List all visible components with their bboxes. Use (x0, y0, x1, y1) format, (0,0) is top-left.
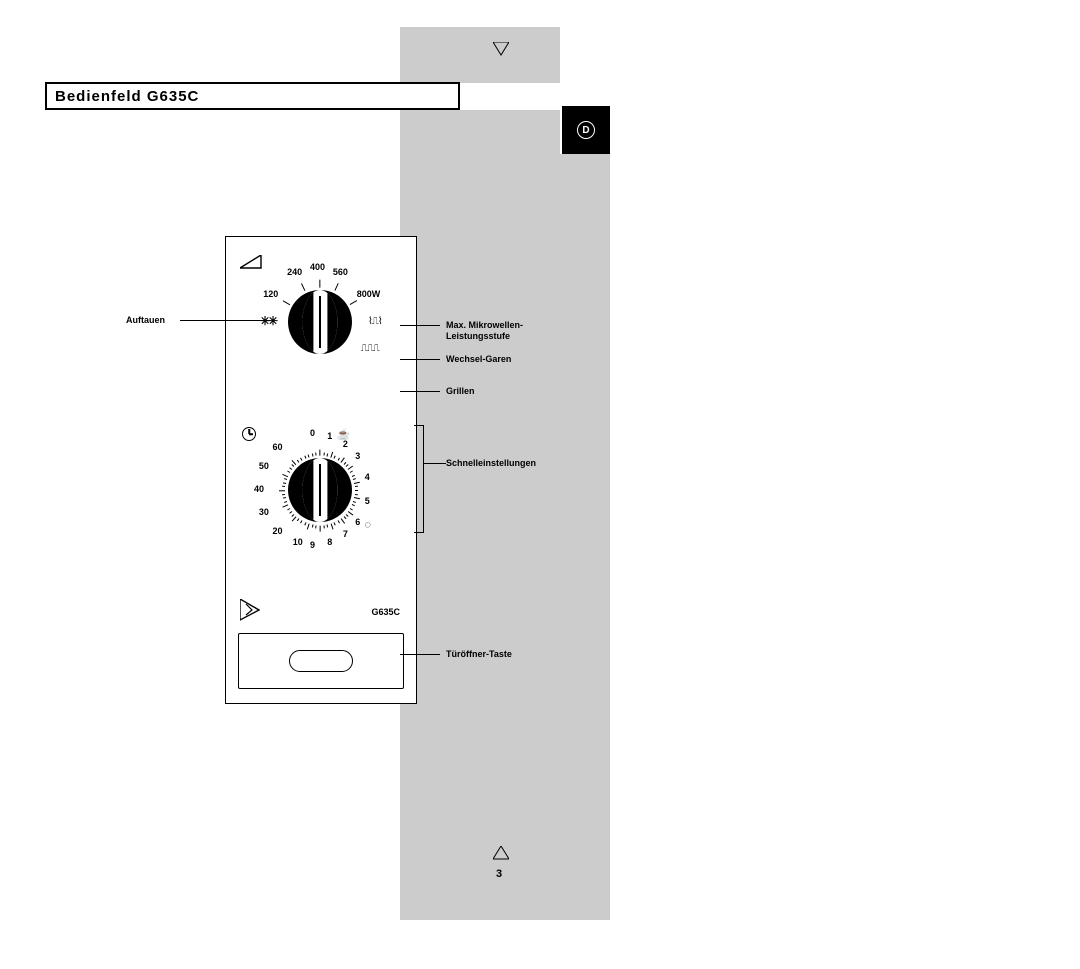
dial-label: 0 (310, 428, 315, 438)
callout-leader-line (400, 359, 440, 360)
reg-mark-top-icon (493, 42, 509, 56)
dial-tick (319, 526, 320, 532)
door-open-icon (240, 599, 260, 621)
page-number: 3 (496, 868, 502, 880)
callout-leader-line (400, 325, 440, 326)
callout-label: Wechsel-Garen (446, 354, 511, 365)
power-increase-icon (240, 255, 262, 269)
callout-label: Max. Mikrowellen-Leistungsstufe (446, 320, 523, 342)
dial-label: 10 (293, 537, 303, 547)
cup-icon: ☕ (337, 428, 351, 441)
dial-label: 1 (327, 431, 332, 441)
dial-label: 240 (287, 267, 302, 277)
dial-minor-tick (283, 482, 286, 484)
grill-icon: ⎍⎍⎍ (361, 344, 379, 354)
dial-label: 400 (310, 262, 325, 272)
dial-label: 9 (310, 540, 315, 550)
dial-minor-tick (355, 490, 358, 491)
combo-cook-icon: ⌇⎍⌇ (368, 317, 382, 327)
page-title-box: Bedienfeld G635C (45, 82, 460, 110)
defrost-icon: ✳✳ (260, 315, 276, 327)
dial-minor-tick (312, 453, 314, 456)
dial-label: 20 (273, 526, 283, 536)
dial-tick (319, 279, 320, 287)
dial-minor-tick (323, 525, 324, 528)
language-badge: D (562, 106, 610, 154)
dial-minor-tick (304, 455, 306, 458)
callout-label: Grillen (446, 386, 475, 397)
gray-region (400, 110, 560, 880)
dial-label: 560 (333, 267, 348, 277)
callout-leader-line (424, 463, 446, 464)
dial-label: 120 (263, 289, 278, 299)
door-button-frame (238, 633, 404, 689)
dial-label: 7 (343, 529, 348, 539)
dial-label: 60 (273, 442, 283, 452)
callout-label: Türöffner-Taste (446, 649, 512, 660)
callout-label: Auftauen (126, 315, 165, 326)
gray-region (400, 27, 560, 83)
dial-label: 30 (259, 507, 269, 517)
page-title: Bedienfeld G635C (55, 88, 199, 105)
dial-minor-tick (323, 452, 324, 455)
callout-label: Schnelleinstellungen (446, 458, 536, 469)
plate-icon: ◌ (365, 519, 372, 531)
gray-region (560, 154, 610, 880)
callout-leader-line (180, 320, 270, 321)
dial-label: 40 (254, 484, 264, 494)
dial-label: 50 (259, 461, 269, 471)
dial-tick (319, 449, 320, 455)
dial-label: 4 (365, 472, 370, 482)
gray-region (400, 880, 610, 920)
dial-label: 8 (327, 537, 332, 547)
dial-minor-tick (282, 494, 285, 495)
callout-bracket (414, 425, 424, 533)
dial-minor-tick (355, 494, 358, 495)
reg-mark-bottom-icon (493, 846, 509, 860)
power-dial-knob[interactable] (288, 290, 352, 354)
dial-tick (279, 490, 285, 491)
model-label: G635C (371, 607, 400, 617)
language-letter: D (577, 121, 595, 139)
callout-leader-line (400, 391, 440, 392)
door-open-button[interactable] (289, 650, 353, 672)
timer-dial-knob[interactable] (288, 458, 352, 522)
callout-leader-line (400, 654, 440, 655)
dial-label: 800W (357, 289, 381, 299)
dial-label: 5 (365, 496, 370, 506)
clock-icon (242, 427, 256, 441)
dial-label: 6 (355, 517, 360, 527)
dial-label: 3 (355, 451, 360, 461)
